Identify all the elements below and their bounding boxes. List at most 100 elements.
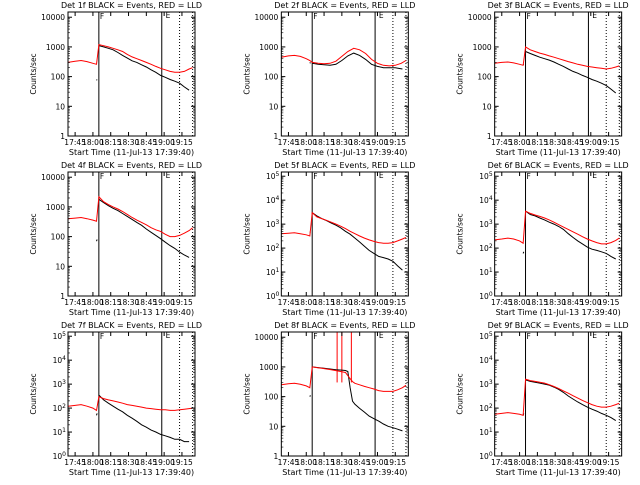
y-tick-label: 103 — [479, 219, 493, 229]
x-tick-label: 18:00 — [82, 458, 104, 467]
y-tick-label: 100 — [53, 451, 67, 461]
chart-title: Det 6f BLACK = Events, RED = LLD — [488, 161, 629, 170]
x-tick-label: 18:00 — [295, 298, 317, 307]
x-tick-label: 18:30 — [331, 298, 353, 307]
series-line-events — [309, 52, 403, 70]
x-tick-label: 18:30 — [331, 458, 353, 467]
x-tick-label: 19:00 — [367, 458, 389, 467]
x-tick-label: 18:30 — [118, 298, 140, 307]
y-tick-label: 103 — [53, 379, 67, 389]
x-axis-label: Start Time (11-Jul-13 17:39:40) — [69, 468, 194, 477]
x-tick-label: 19:00 — [580, 298, 602, 307]
y-axis-label: Counts/sec — [29, 373, 38, 414]
y-tick-label: 10000 — [254, 333, 278, 342]
x-tick-label: 17:45 — [491, 458, 513, 467]
marker-label-f: F — [100, 332, 104, 341]
y-tick-label: 100 — [266, 291, 280, 301]
series-line-events — [96, 394, 190, 443]
y-tick-label: 104 — [479, 195, 493, 205]
y-tick-label: 102 — [266, 243, 280, 253]
series-line-lld — [281, 47, 407, 67]
chart-title: Det 7f BLACK = Events, RED = LLD — [61, 321, 202, 330]
y-axis-label: Counts/sec — [29, 53, 38, 94]
x-tick-label: 19:00 — [153, 298, 175, 307]
y-tick-label: 101 — [479, 267, 493, 277]
marker-label-e: E — [592, 171, 597, 180]
x-tick-label: 18:00 — [295, 458, 317, 467]
x-tick-label: 17:45 — [491, 138, 513, 147]
plot-frame — [280, 331, 409, 457]
marker-label-e: E — [592, 331, 597, 340]
y-tick-label: 100 — [264, 73, 279, 82]
y-tick-label: 105 — [266, 171, 280, 181]
y-tick-label: 1 — [274, 452, 279, 461]
x-tick-label: 17:45 — [278, 298, 300, 307]
x-tick-label: 18:45 — [349, 138, 371, 147]
y-tick-label: 10 — [55, 102, 65, 111]
chart-title: Det 4f BLACK = Events, RED = LLD — [61, 161, 202, 170]
series-line-events — [309, 212, 403, 271]
chart-title: Det 1f BLACK = Events, RED = LLD — [61, 1, 202, 10]
x-tick-label: 18:30 — [544, 298, 566, 307]
x-tick-label: 17:45 — [491, 298, 513, 307]
y-tick-label: 1000 — [46, 43, 65, 52]
x-tick-label: 18:15 — [100, 458, 122, 467]
y-tick-label: 100 — [479, 451, 493, 461]
y-axis-label: Counts/sec — [242, 53, 251, 94]
series-line-events — [309, 366, 403, 432]
y-tick-label: 105 — [53, 331, 67, 341]
plot-frame — [67, 331, 196, 457]
x-tick-label: 18:45 — [562, 298, 584, 307]
x-tick-label: 18:45 — [136, 138, 158, 147]
x-tick-label: 19:15 — [598, 298, 620, 307]
marker-label-f: F — [313, 332, 317, 341]
marker-label-f: F — [313, 12, 317, 21]
marker-label-e: E — [379, 11, 384, 20]
series-line-lld — [67, 43, 193, 73]
x-tick-label: 19:15 — [384, 458, 406, 467]
chart-title: Det 5f BLACK = Events, RED = LLD — [274, 161, 415, 170]
x-tick-label: 19:00 — [153, 458, 175, 467]
marker-label-e: E — [166, 171, 171, 180]
marker-label-e: E — [379, 171, 384, 180]
plot-frame — [67, 11, 196, 137]
y-tick-label: 10 — [55, 262, 65, 271]
y-tick-label: 101 — [479, 427, 493, 437]
x-axis-label: Start Time (11-Jul-13 17:39:40) — [282, 308, 407, 317]
x-tick-label: 18:00 — [509, 458, 531, 467]
x-tick-label: 18:45 — [562, 458, 584, 467]
x-tick-label: 18:30 — [118, 458, 140, 467]
marker-label-f: F — [100, 12, 104, 21]
x-tick-label: 18:00 — [509, 298, 531, 307]
chart-title: Det 2f BLACK = Events, RED = LLD — [274, 1, 415, 10]
y-tick-label: 105 — [479, 171, 493, 181]
y-tick-label: 10000 — [41, 13, 65, 22]
y-axis-label: Counts/sec — [456, 373, 465, 414]
x-tick-label: 18:15 — [313, 138, 335, 147]
y-tick-label: 10 — [269, 422, 279, 431]
chart-title: Det 9f BLACK = Events, RED = LLD — [488, 321, 629, 330]
chart-title: Det 8f BLACK = Events, RED = LLD — [274, 321, 415, 330]
y-tick-label: 1000 — [259, 43, 278, 52]
marker-label-f: F — [527, 12, 531, 21]
y-tick-label: 100 — [51, 73, 66, 82]
series-line-events — [522, 51, 617, 94]
y-tick-label: 10 — [269, 102, 279, 111]
y-tick-label: 1000 — [473, 43, 492, 52]
x-axis-label: Start Time (11-Jul-13 17:39:40) — [496, 468, 621, 477]
marker-label-f: F — [527, 172, 531, 181]
marker-label-e: E — [166, 11, 171, 20]
series-line-lld — [494, 210, 620, 245]
series-line-lld — [67, 195, 193, 238]
x-tick-label: 17:45 — [64, 298, 86, 307]
y-tick-label: 100 — [477, 73, 492, 82]
y-tick-label: 1000 — [46, 203, 65, 212]
